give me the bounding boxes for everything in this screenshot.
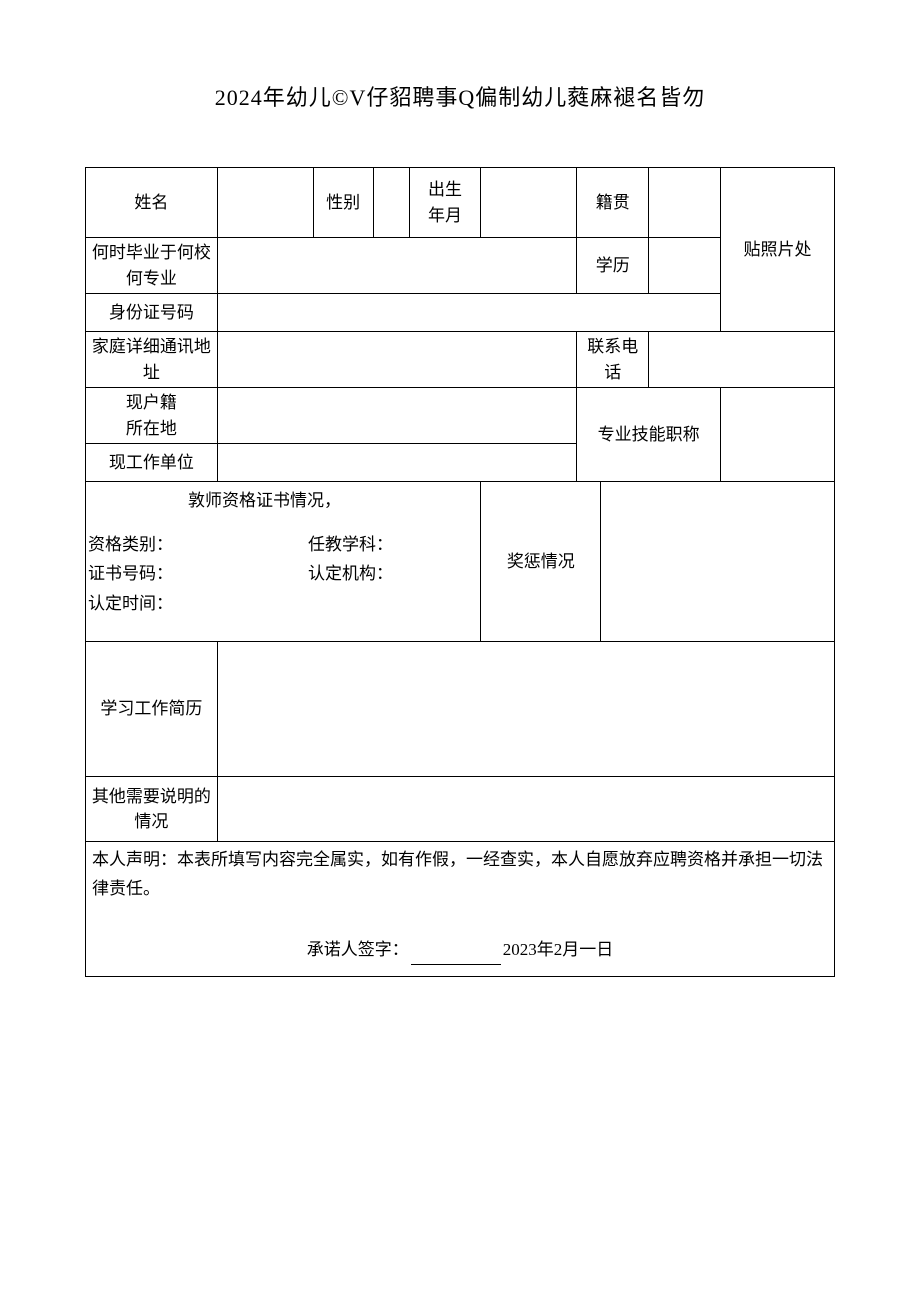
page-title: 2024年幼儿©V仔貂聘事Q偏制幼儿蕤麻褪名皆勿 bbox=[85, 80, 835, 112]
label-cert-header: 敦师资格证书情况， bbox=[88, 488, 478, 514]
label-education: 学历 bbox=[577, 238, 649, 294]
field-phone[interactable] bbox=[649, 332, 835, 388]
field-other[interactable] bbox=[217, 777, 834, 842]
label-gender: 性别 bbox=[313, 168, 373, 238]
field-award[interactable] bbox=[601, 482, 835, 642]
application-form-table: 姓名 性别 出生 年月 籍贯 贴照片处 何时毕业于何校何专业 学历 身份证号码 … bbox=[85, 167, 835, 977]
label-sign-prefix: 承诺人签字： bbox=[307, 940, 409, 959]
label-cert-number: 证书号码： bbox=[88, 561, 308, 587]
field-skilltitle[interactable] bbox=[721, 388, 835, 482]
field-hukou[interactable] bbox=[217, 388, 576, 444]
photo-area: 贴照片处 bbox=[721, 168, 835, 332]
label-award: 奖惩情况 bbox=[481, 482, 601, 642]
declaration-cell: 本人声明：本表所填写内容完全属实，如有作假，一经查实，本人自愿放弃应聘资格并承担… bbox=[86, 842, 835, 977]
label-phone: 联系电话 bbox=[577, 332, 649, 388]
field-gradschool[interactable] bbox=[217, 238, 576, 294]
field-idnum[interactable] bbox=[217, 294, 720, 332]
label-idnum: 身份证号码 bbox=[86, 294, 218, 332]
label-address: 家庭详细通讯地址 bbox=[86, 332, 218, 388]
field-birth[interactable] bbox=[481, 168, 577, 238]
label-skilltitle: 专业技能职称 bbox=[577, 388, 721, 482]
label-cert-time: 认定时间： bbox=[88, 591, 173, 617]
cert-info-cell: 敦师资格证书情况， 资格类别： 任教学科： 证书号码： 认定机构： 认定时间： bbox=[86, 482, 481, 642]
label-cert-org: 认定机构： bbox=[308, 561, 393, 587]
label-cert-category: 资格类别： bbox=[88, 532, 308, 558]
signature-blank[interactable] bbox=[411, 964, 501, 965]
label-sign-date: 2023年2月一日 bbox=[503, 940, 614, 959]
label-other: 其他需要说明的情况 bbox=[86, 777, 218, 842]
label-birth: 出生 年月 bbox=[409, 168, 481, 238]
label-gradschool: 何时毕业于何校何专业 bbox=[86, 238, 218, 294]
field-education[interactable] bbox=[649, 238, 721, 294]
label-resume: 学习工作简历 bbox=[86, 642, 218, 777]
label-hukou: 现户籍 所在地 bbox=[86, 388, 218, 444]
label-name: 姓名 bbox=[86, 168, 218, 238]
field-address[interactable] bbox=[217, 332, 576, 388]
label-cert-subject: 任教学科： bbox=[308, 532, 393, 558]
field-workplace[interactable] bbox=[217, 444, 576, 482]
label-workplace: 现工作单位 bbox=[86, 444, 218, 482]
declaration-text: 本人声明：本表所填写内容完全属实，如有作假，一经查实，本人自愿放弃应聘资格并承担… bbox=[92, 846, 828, 904]
signature-line: 承诺人签字： 2023年2月一日 bbox=[92, 936, 828, 965]
field-origin[interactable] bbox=[649, 168, 721, 238]
field-resume[interactable] bbox=[217, 642, 834, 777]
field-gender[interactable] bbox=[373, 168, 409, 238]
label-origin: 籍贯 bbox=[577, 168, 649, 238]
field-name[interactable] bbox=[217, 168, 313, 238]
